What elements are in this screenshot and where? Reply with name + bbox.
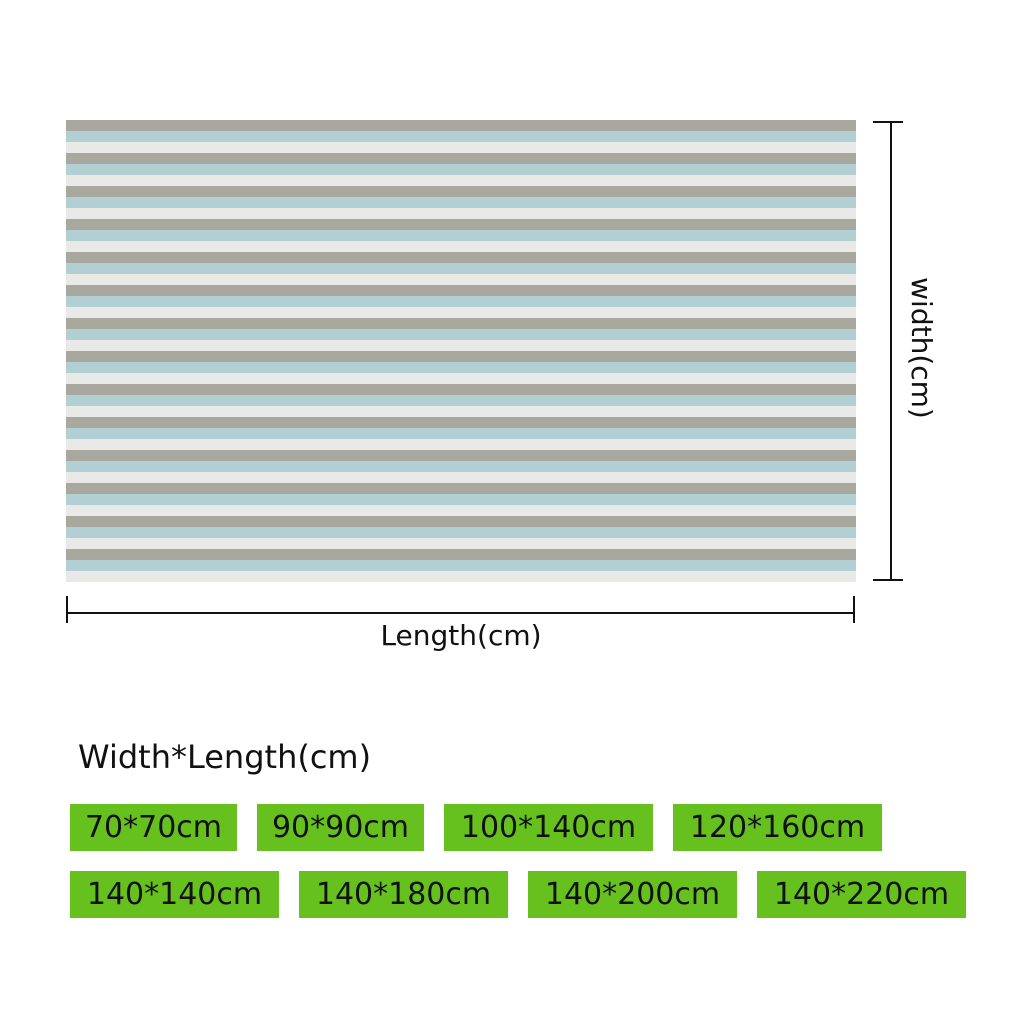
- size-heading: Width*Length(cm): [78, 738, 372, 776]
- size-option: 90*90cm: [257, 804, 424, 851]
- size-option: 140*220cm: [757, 871, 966, 918]
- width-label: width(cm): [905, 277, 938, 419]
- size-option: 140*180cm: [299, 871, 508, 918]
- length-label: Length(cm): [380, 619, 541, 652]
- lines: [66, 121, 903, 623]
- striped-rug: [66, 120, 856, 582]
- size-option: 120*160cm: [673, 804, 882, 851]
- size-option: 70*70cm: [70, 804, 237, 851]
- size-option: 100*140cm: [444, 804, 653, 851]
- size-option: 140*140cm: [70, 871, 279, 918]
- size-option: 140*200cm: [528, 871, 737, 918]
